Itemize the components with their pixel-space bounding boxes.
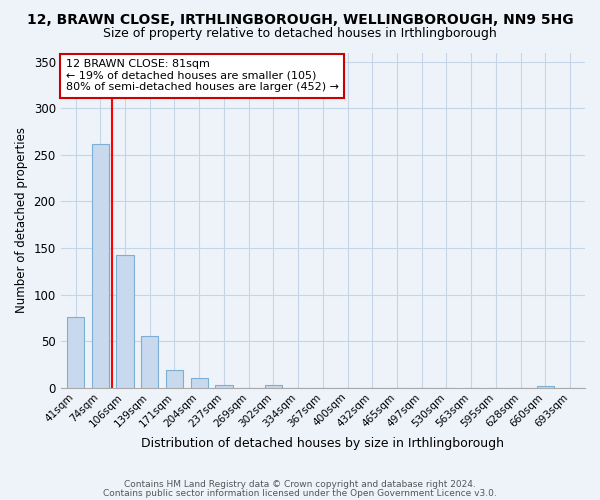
Bar [537,386,554,388]
Text: Contains HM Land Registry data © Crown copyright and database right 2024.: Contains HM Land Registry data © Crown c… [124,480,476,489]
Bar [67,317,84,388]
Text: 12, BRAWN CLOSE, IRTHLINGBOROUGH, WELLINGBOROUGH, NN9 5HG: 12, BRAWN CLOSE, IRTHLINGBOROUGH, WELLIN… [26,12,574,26]
Bar [191,378,208,388]
Bar [265,385,282,388]
Y-axis label: Number of detached properties: Number of detached properties [15,127,28,313]
Bar [141,336,158,388]
Text: Size of property relative to detached houses in Irthlingborough: Size of property relative to detached ho… [103,28,497,40]
Text: 12 BRAWN CLOSE: 81sqm
← 19% of detached houses are smaller (105)
80% of semi-det: 12 BRAWN CLOSE: 81sqm ← 19% of detached … [66,59,339,92]
Bar [92,144,109,388]
X-axis label: Distribution of detached houses by size in Irthlingborough: Distribution of detached houses by size … [142,437,505,450]
Bar [215,385,233,388]
Bar [166,370,183,388]
Bar [116,254,134,388]
Text: Contains public sector information licensed under the Open Government Licence v3: Contains public sector information licen… [103,490,497,498]
